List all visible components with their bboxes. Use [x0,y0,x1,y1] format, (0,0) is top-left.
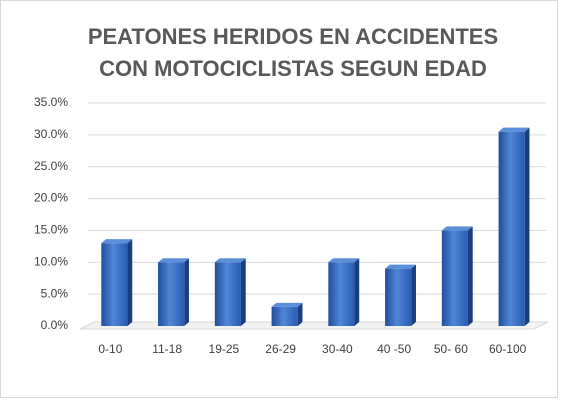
y-tick-label: 0.0% [41,318,69,332]
x-tick-label: 40 -50 [377,342,411,356]
bar-top [271,302,303,307]
bar-side [127,239,133,326]
y-tick-label: 5.0% [41,286,69,300]
chart-title: CON MOTOCICLISTAS SEGUN EDAD [99,56,487,81]
y-tick-label: 10.0% [34,254,68,268]
y-tick-label: 15.0% [34,223,68,237]
bar [441,230,468,326]
bar-side [467,226,473,326]
bar [101,243,128,326]
bar-top [385,264,416,269]
x-tick-label: 26-29 [265,342,296,356]
bar [498,131,525,326]
bar-side [524,127,530,327]
bar [158,262,185,326]
x-tick-label: 11-18 [152,342,182,356]
bar-top [158,258,189,263]
floor [79,321,549,330]
y-tick-label: 35.0% [34,95,68,109]
bar [271,306,298,326]
x-tick-label: 50- 60 [434,342,468,356]
bar-top [101,239,133,244]
bar-side [240,258,246,326]
bar-top [328,258,360,263]
bar [385,268,412,326]
chart-title: PEATONES HERIDOS EN ACCIDENTES [88,24,498,49]
y-tick-label: 20.0% [34,191,68,205]
y-tick-label: 30.0% [34,127,68,141]
bar-top [498,127,530,132]
bar-side [184,258,189,326]
bar-side [297,302,303,326]
bar-top [441,226,473,231]
bar [328,262,355,326]
x-tick-label: 19-25 [209,342,240,356]
x-tick-label: 0-10 [98,342,122,356]
x-tick-label: 60-100 [489,342,527,356]
x-tick-label: 30-40 [322,342,353,356]
bar-top [214,258,246,263]
bar-side [354,258,360,326]
y-tick-label: 25.0% [34,159,68,173]
bar-side [411,264,416,326]
bar [214,262,241,326]
